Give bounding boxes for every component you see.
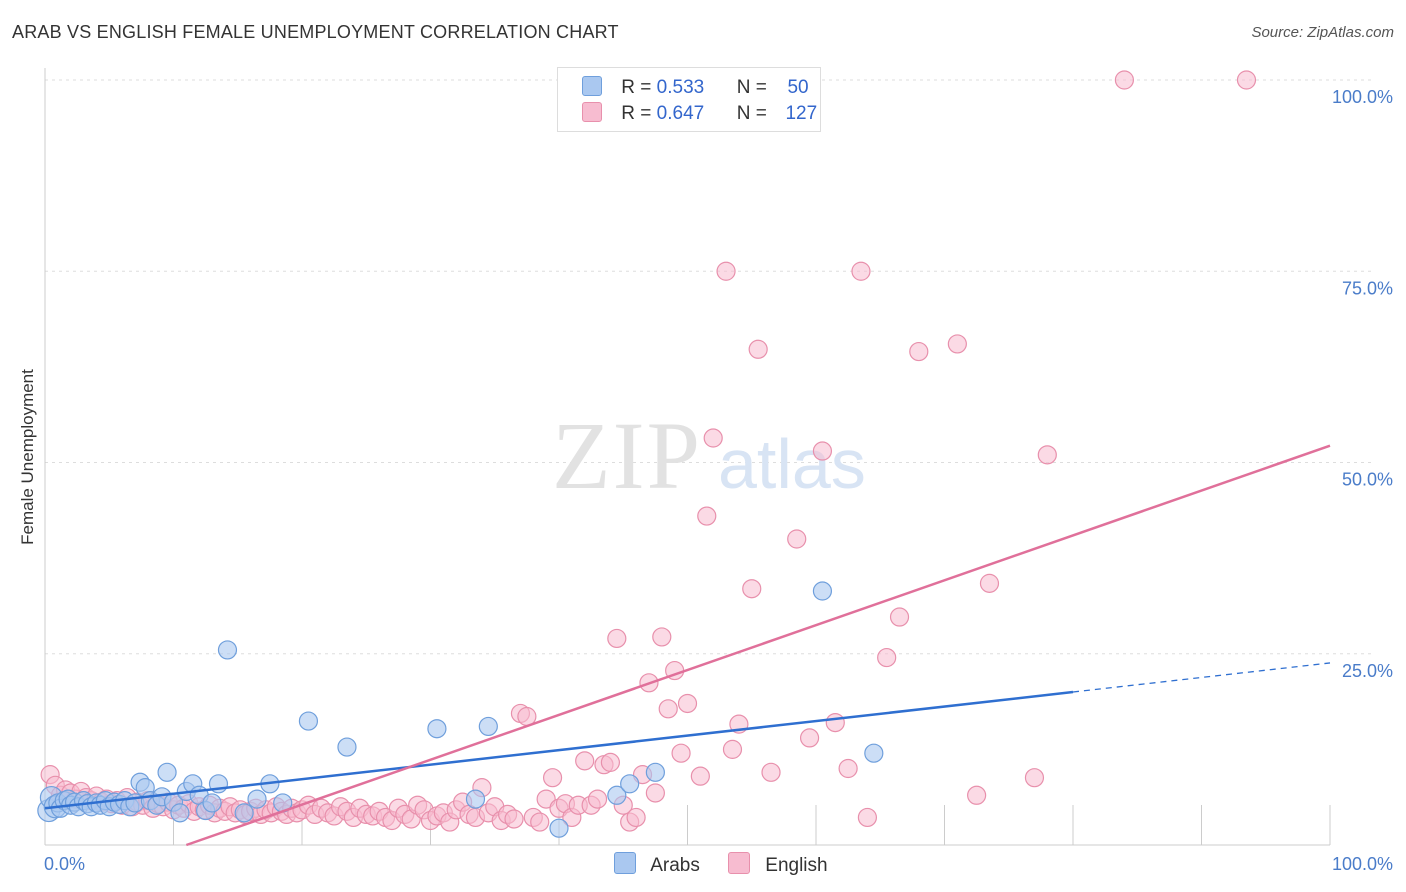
english-point <box>838 758 858 779</box>
english-point <box>742 579 762 599</box>
watermark-zip: ZIP <box>552 402 702 509</box>
arabs-point <box>478 716 498 737</box>
arabs-point <box>202 793 222 813</box>
english-point <box>967 785 987 805</box>
english-point <box>857 807 878 828</box>
arabs-point <box>298 711 319 731</box>
legend-n-label: N = <box>736 77 767 98</box>
legend-row-arabs: R = 0.533 N = 50 <box>582 76 809 100</box>
arabs-trend-line <box>44 690 1074 810</box>
bottom-legend-english-label: English <box>765 855 828 876</box>
y-tick-label: 50.0% <box>1342 470 1393 490</box>
english-point <box>1037 445 1057 465</box>
english-point <box>748 339 768 359</box>
english-point <box>722 739 743 759</box>
arabs-point <box>234 803 254 823</box>
english-point <box>979 573 1000 593</box>
english-point <box>787 529 807 549</box>
english-point <box>600 752 621 772</box>
arabs-point <box>465 789 486 809</box>
english-point <box>947 334 967 354</box>
arabs-swatch <box>582 76 602 96</box>
bottom-legend-arabs: Arabs <box>614 852 700 877</box>
y-axis-label: Female Unemployment <box>18 369 37 545</box>
english-point <box>1114 70 1135 90</box>
y-tick-label: 75.0% <box>1342 278 1393 298</box>
bottom-legend-english: English <box>728 852 828 877</box>
grid-lines <box>45 79 1375 655</box>
legend-r-value: 0.647 <box>656 103 705 124</box>
y-tick-label: 25.0% <box>1342 661 1393 681</box>
watermark-atlas: atlas <box>718 425 866 503</box>
english-point <box>889 607 910 627</box>
english-swatch <box>728 852 750 874</box>
english-point <box>851 261 871 281</box>
legend-r-label: R = <box>621 77 652 98</box>
source-label: Source: ZipAtlas.com <box>1251 24 1394 41</box>
english-point <box>658 699 678 719</box>
legend-n-value: 50 <box>787 77 809 98</box>
english-point <box>607 628 627 649</box>
correlation-legend: R = 0.533 N = 50 R = 0.647 N = 127 <box>557 67 821 132</box>
legend-row-english: R = 0.647 N = 127 <box>582 102 817 126</box>
english-point <box>825 712 845 733</box>
arabs-point <box>645 762 665 782</box>
legend-n-label: N = <box>736 103 767 124</box>
legend-r-value: 0.533 <box>656 77 705 98</box>
arabs-point <box>549 818 569 838</box>
english-point <box>542 768 563 788</box>
legend-r-label: R = <box>621 103 652 124</box>
english-point <box>671 743 691 763</box>
english-point <box>645 783 665 803</box>
x-tick-label: 100.0% <box>1332 854 1393 874</box>
english-point <box>812 441 833 461</box>
trend-lines <box>44 444 1331 847</box>
arabs-point <box>247 789 267 809</box>
bottom-legend-arabs-label: Arabs <box>650 855 700 876</box>
english-point <box>703 428 723 448</box>
arabs-point <box>812 581 833 601</box>
arabs-point <box>157 762 177 782</box>
english-point <box>761 762 781 782</box>
english-point <box>716 261 736 281</box>
watermark: ZIP atlas <box>552 402 866 509</box>
english-swatch <box>582 102 602 122</box>
english-point <box>690 766 710 786</box>
arabs-point <box>427 719 447 739</box>
english-point <box>626 807 646 828</box>
arabs-point <box>607 785 627 805</box>
arabs-point <box>170 803 190 823</box>
x-tick-label: 0.0% <box>44 854 85 874</box>
english-point <box>877 647 897 668</box>
arabs-swatch <box>614 852 636 874</box>
arabs-point <box>864 743 884 763</box>
tick-labels: 25.0% 50.0% 75.0% 100.0% 0.0% 100.0% <box>44 87 1393 874</box>
english-point <box>909 341 929 362</box>
english-point <box>587 789 608 809</box>
english-point <box>504 809 524 829</box>
arabs-trend-extension <box>1072 662 1331 693</box>
english-point <box>530 812 550 832</box>
arabs-point <box>337 737 357 757</box>
legend-n-value: 127 <box>785 103 818 124</box>
english-point <box>677 693 698 714</box>
english-point <box>652 627 672 647</box>
english-point <box>1236 70 1257 90</box>
english-point <box>799 728 820 748</box>
english-point <box>575 751 595 771</box>
english-point <box>697 506 717 526</box>
english-trend-line <box>185 444 1331 847</box>
arabs-point <box>620 774 640 794</box>
english-point <box>1024 768 1045 788</box>
arabs-point <box>217 640 238 660</box>
chart-title: ARAB VS ENGLISH FEMALE UNEMPLOYMENT CORR… <box>12 22 619 42</box>
y-tick-label: 100.0% <box>1332 87 1393 107</box>
